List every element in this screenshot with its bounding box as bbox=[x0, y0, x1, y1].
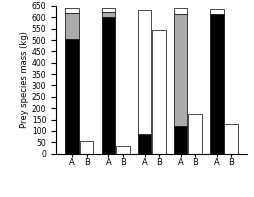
Bar bbox=[101, 17, 115, 154]
Bar bbox=[65, 13, 79, 39]
Bar bbox=[173, 126, 187, 154]
Bar bbox=[101, 8, 115, 12]
Bar bbox=[65, 39, 79, 154]
Bar bbox=[209, 9, 223, 14]
Bar bbox=[137, 134, 151, 154]
Bar bbox=[187, 114, 201, 154]
Bar bbox=[173, 14, 187, 126]
Bar bbox=[65, 8, 79, 13]
Bar bbox=[152, 30, 165, 154]
Bar bbox=[137, 10, 151, 134]
Bar bbox=[80, 141, 93, 154]
Bar bbox=[224, 124, 237, 154]
Y-axis label: Prey species mass (kg): Prey species mass (kg) bbox=[20, 31, 29, 128]
Bar bbox=[209, 14, 223, 154]
Bar bbox=[116, 146, 129, 154]
Bar bbox=[173, 8, 187, 14]
Bar bbox=[101, 12, 115, 17]
